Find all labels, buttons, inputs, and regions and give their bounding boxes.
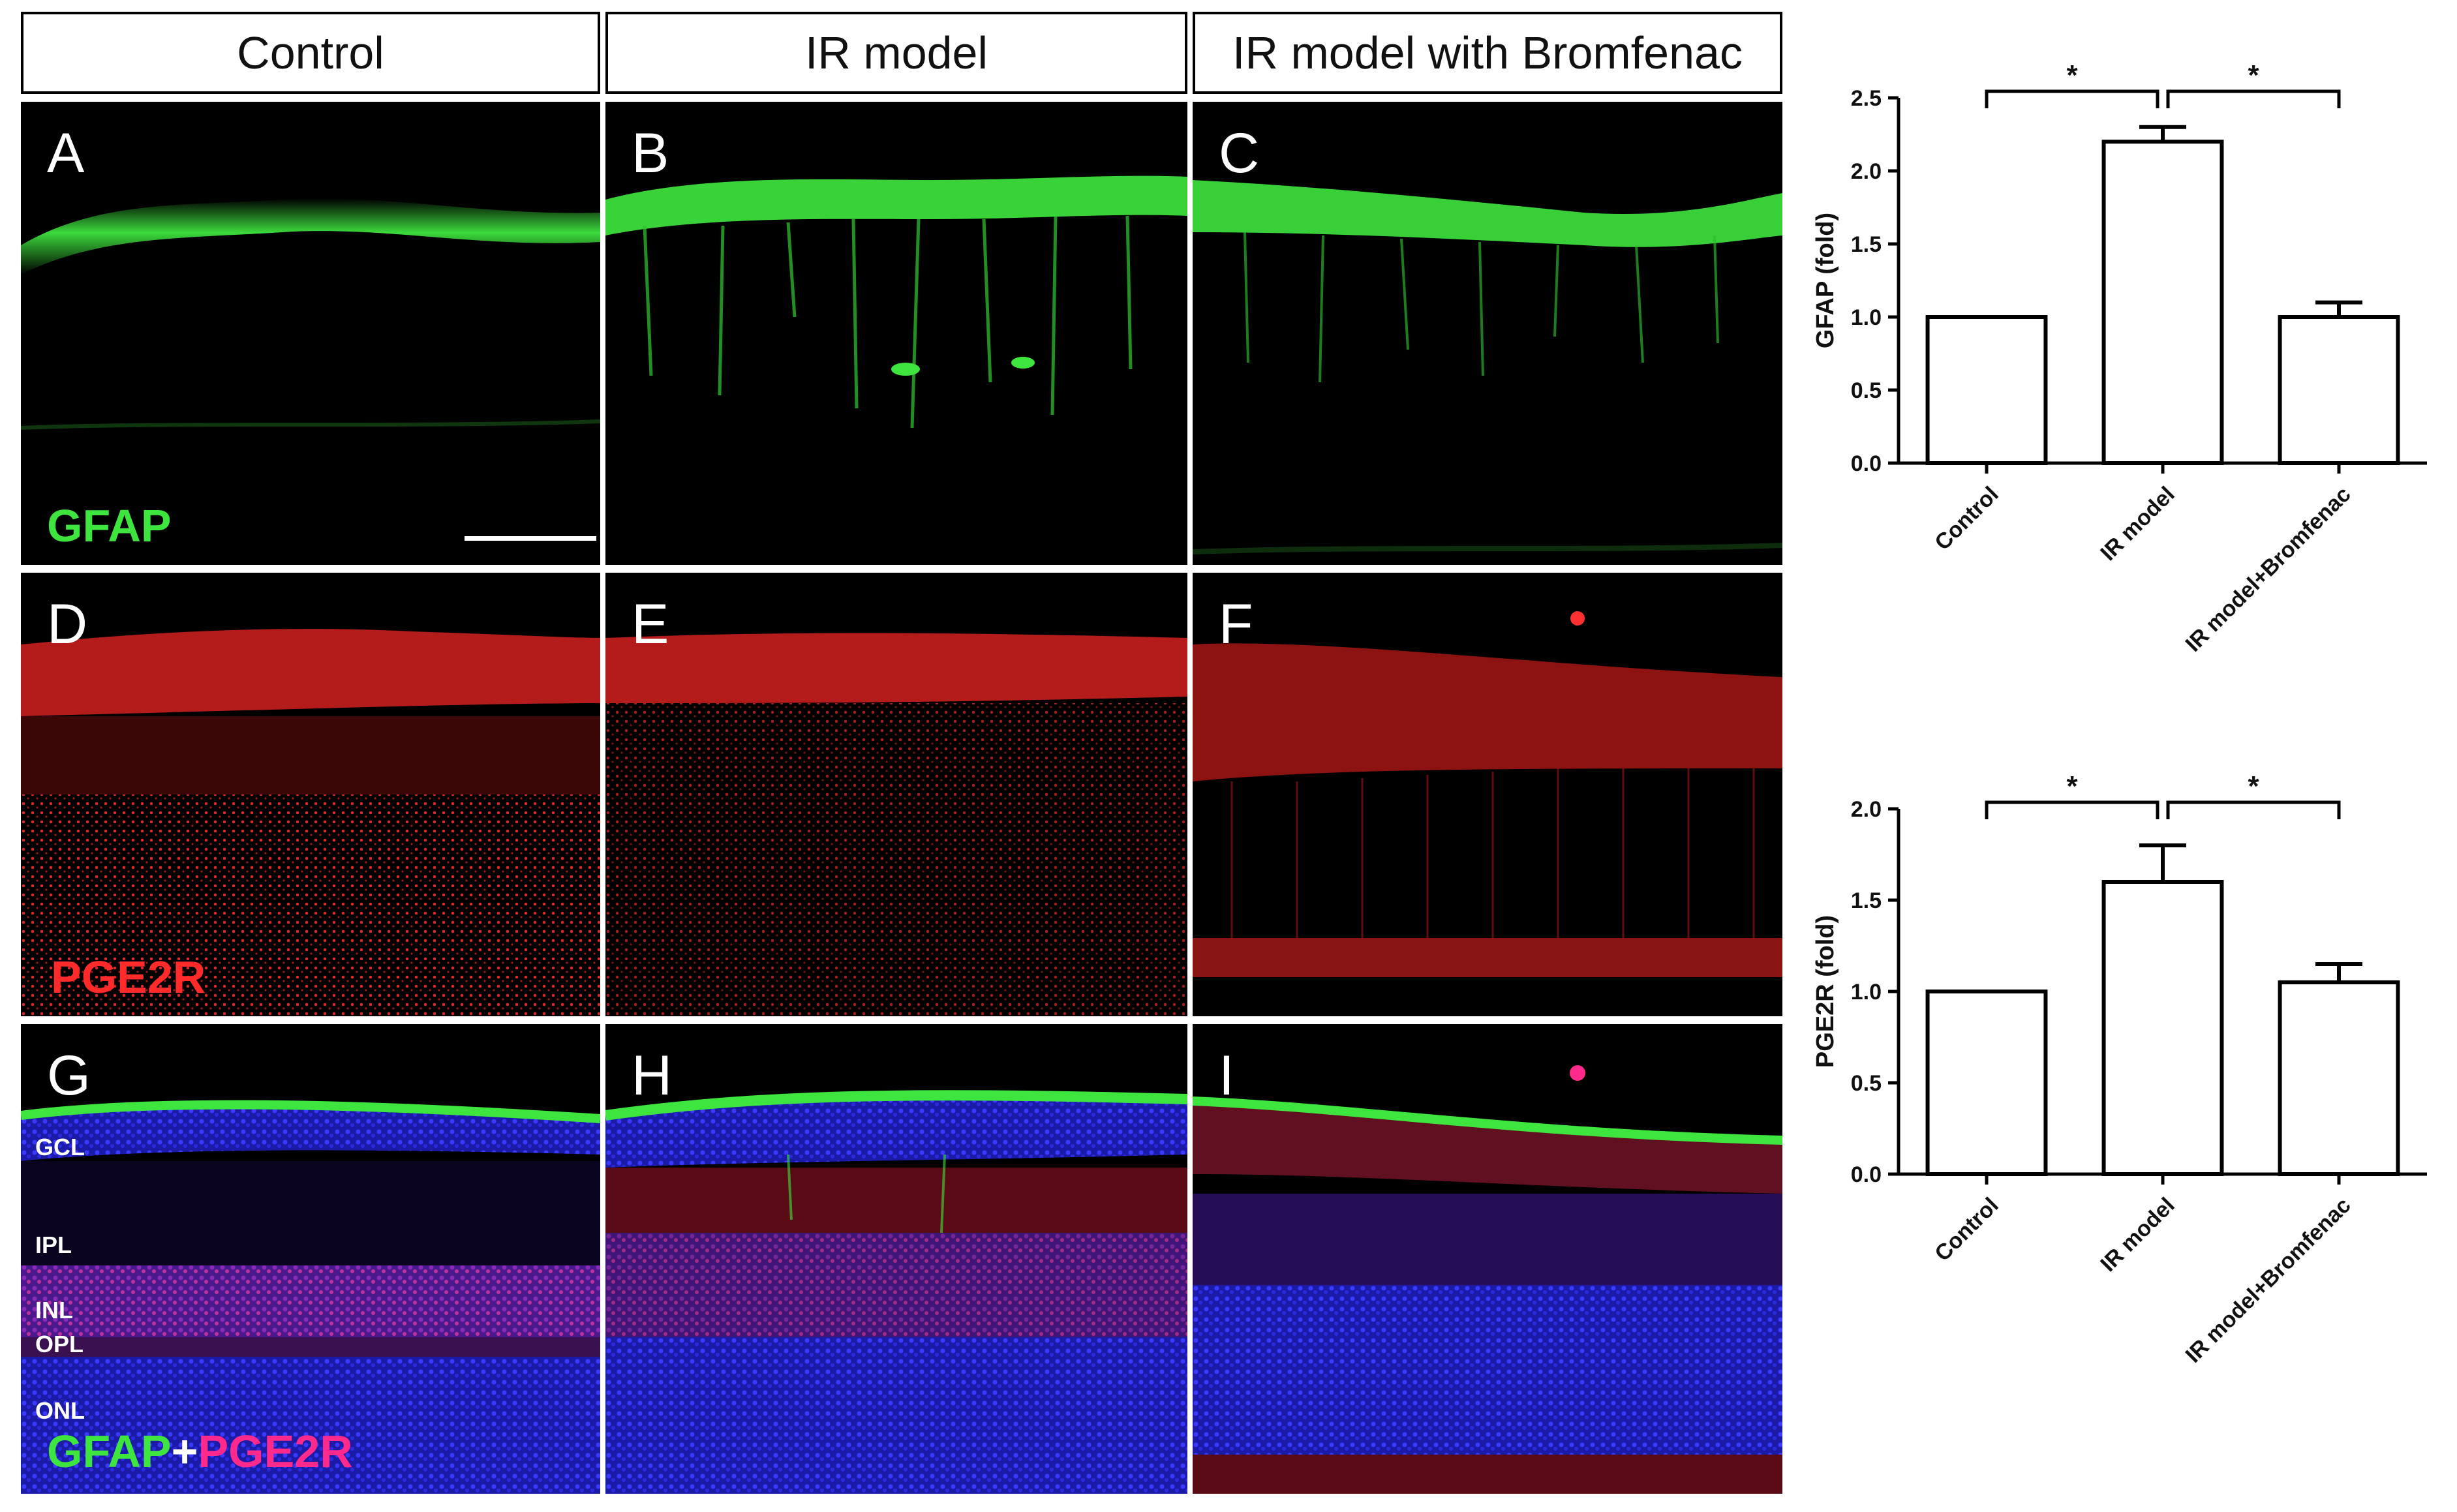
panel-c: C — [1193, 102, 1782, 565]
stain-label-pge2r: PGE2R — [51, 952, 206, 1003]
panel-i: I — [1193, 1024, 1782, 1494]
scale-bar — [465, 536, 596, 541]
y-axis-label: GFAP (fold) — [1812, 213, 1839, 348]
panel-label-a: A — [47, 122, 85, 185]
header-ir-model: IR model — [605, 12, 1187, 94]
y-tick-label: 2.0 — [1851, 159, 1882, 184]
panel-label-i: I — [1219, 1044, 1234, 1107]
gfap-bar-chart: 0.0 0.5 1.0 1.5 2.0 2.5 GFAP (fold) Control IR m… — [1812, 59, 2427, 657]
panel-label-e: E — [632, 593, 669, 656]
panel-label-c: C — [1219, 122, 1260, 185]
bar-2 — [2101, 880, 2224, 1176]
panel-label-b: B — [632, 122, 669, 185]
panel-label-d: D — [47, 593, 88, 656]
layer-label-gcl: GCL — [35, 1134, 85, 1160]
stain-label-gfap: GFAP — [47, 500, 172, 551]
significance-label: * — [2248, 770, 2259, 802]
stain-merged-gfap: GFAP — [47, 1426, 172, 1477]
panel-f: F — [1193, 573, 1782, 1016]
layer-label-onl: ONL — [35, 1397, 85, 1424]
panel-b: B — [605, 102, 1187, 565]
y-tick-label: 0.0 — [1851, 451, 1882, 476]
y-tick-label: 1.0 — [1851, 980, 1882, 1005]
layer-label-inl: INL — [35, 1297, 73, 1323]
header-ir-bromfenac: IR model with Bromfenac — [1193, 12, 1782, 94]
x-tick-label: IR model — [2096, 1193, 2179, 1277]
bar-3 — [2278, 980, 2400, 1176]
panel-label-h: H — [632, 1044, 673, 1107]
panel-h: H — [605, 1024, 1187, 1494]
bar-1 — [1925, 315, 2048, 465]
significance-label: * — [2248, 59, 2259, 91]
y-tick-label: 1.5 — [1851, 232, 1882, 257]
y-axis-label: PGE2R (fold) — [1812, 915, 1839, 1068]
bar-2 — [2101, 140, 2224, 465]
bar-1 — [1925, 990, 2048, 1176]
y-tick-label: 0.5 — [1851, 1071, 1882, 1096]
pge2r-bar-chart: 0.0 0.5 1.0 1.5 2.0 PGE2R (fold) Control IR mod… — [1812, 770, 2427, 1368]
significance-label: * — [2066, 770, 2078, 802]
x-tick-label: Control — [1930, 482, 2003, 555]
y-tick-label: 0.5 — [1851, 378, 1882, 403]
y-tick-label: 1.5 — [1851, 888, 1882, 913]
significance-bracket — [1985, 800, 2159, 819]
x-tick-label: IR model — [2096, 482, 2179, 566]
significance-bracket — [2166, 89, 2341, 108]
panel-label-g: G — [47, 1044, 91, 1107]
header-control: Control — [21, 12, 600, 94]
stain-merged-plus: + — [171, 1426, 198, 1477]
y-tick-label: 0.0 — [1851, 1162, 1882, 1187]
y-tick-label: 2.0 — [1851, 797, 1882, 822]
significance-bracket — [2166, 800, 2341, 819]
stain-merged-pge2r: PGE2R — [198, 1426, 353, 1477]
y-tick-label: 1.0 — [1851, 305, 1882, 330]
panel-e: E — [605, 573, 1187, 1016]
x-tick-label: IR model+Bromfenac — [2181, 482, 2356, 657]
significance-label: * — [2066, 59, 2078, 91]
significance-bracket — [1985, 89, 2159, 108]
layer-label-ipl: IPL — [35, 1232, 72, 1258]
x-tick-label: IR model+Bromfenac — [2181, 1193, 2356, 1368]
panel-d: D PGE2R — [21, 573, 600, 1016]
stain-label-merged: GFAP+PGE2R — [47, 1425, 353, 1477]
panel-label-f: F — [1219, 593, 1253, 656]
panel-g: G GCL IPL INL OPL ONL GFAP+PGE2R — [21, 1024, 600, 1494]
bar-3 — [2278, 315, 2400, 465]
y-tick-label: 2.5 — [1851, 86, 1882, 111]
panel-a: A GFAP — [21, 102, 600, 565]
layer-label-opl: OPL — [35, 1331, 84, 1357]
x-tick-label: Control — [1930, 1193, 2003, 1266]
